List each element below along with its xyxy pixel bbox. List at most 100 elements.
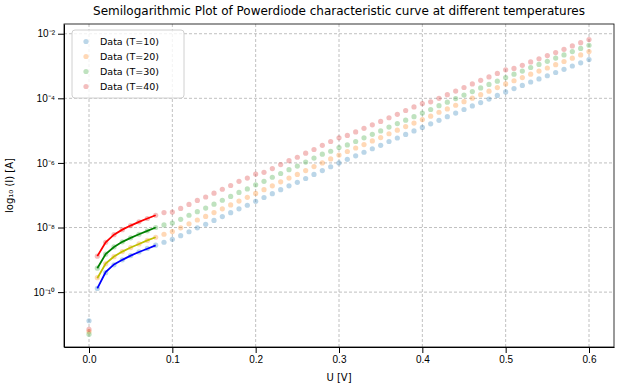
data-point	[411, 114, 416, 119]
data-point	[411, 128, 416, 133]
data-point	[428, 107, 433, 112]
x-tick-label: 0.0	[83, 354, 97, 365]
data-point	[253, 182, 258, 187]
data-point	[520, 63, 525, 68]
data-point	[461, 92, 466, 97]
fit-line	[97, 245, 155, 288]
data-point	[478, 78, 483, 83]
data-point	[578, 60, 583, 65]
data-point	[286, 183, 291, 188]
data-point	[336, 160, 341, 165]
data-point	[445, 100, 450, 105]
x-grid-line	[339, 24, 340, 347]
grid	[64, 24, 614, 347]
data-point	[320, 152, 325, 157]
data-point	[545, 59, 550, 64]
data-point	[520, 83, 525, 88]
data-point	[486, 89, 491, 94]
data-point	[228, 183, 233, 188]
data-point	[420, 101, 425, 106]
legend-label: Data (T=10)	[100, 36, 159, 47]
data-point	[178, 225, 183, 230]
x-tick-label: 0.3	[333, 354, 347, 365]
data-point	[186, 202, 191, 207]
data-point	[286, 175, 291, 180]
x-tick: 0.0	[83, 347, 97, 365]
data-point	[553, 62, 558, 67]
data-point	[561, 47, 566, 52]
x-axis-title: U [V]	[326, 372, 351, 383]
data-point	[403, 108, 408, 113]
data-point	[161, 222, 166, 227]
x-tick: 0.4	[416, 347, 430, 365]
data-point	[178, 233, 183, 238]
data-point	[270, 191, 275, 196]
data-point	[295, 172, 300, 177]
data-point	[295, 180, 300, 185]
data-point	[295, 163, 300, 168]
data-point	[420, 110, 425, 115]
data-point	[203, 214, 208, 219]
data-point	[270, 175, 275, 180]
data-point	[495, 93, 500, 98]
data-point	[453, 96, 458, 101]
data-point	[445, 92, 450, 97]
data-point	[303, 168, 308, 173]
data-point	[520, 68, 525, 73]
legend-marker	[83, 54, 88, 59]
data-point	[236, 206, 241, 211]
x-tick-label: 0.4	[416, 354, 430, 365]
data-point	[211, 210, 216, 215]
data-point	[328, 149, 333, 154]
data-point	[536, 56, 541, 61]
data-point	[478, 92, 483, 97]
y-tick-mark	[58, 163, 64, 164]
x-tick-mark	[89, 347, 90, 353]
data-point	[561, 67, 566, 72]
title: Semilogarithmic Plot of Powerdiode chara…	[93, 4, 585, 18]
y-tick-label: 10⁻⁴	[37, 93, 55, 104]
data-point	[286, 167, 291, 172]
data-point	[570, 43, 575, 48]
data-point	[311, 172, 316, 177]
data-point	[495, 85, 500, 90]
x-axis: 0.00.10.20.30.40.50.6	[65, 347, 615, 365]
data-point	[186, 213, 191, 218]
data-point	[461, 99, 466, 104]
data-point	[445, 114, 450, 119]
data-point	[345, 157, 350, 162]
x-grid-line	[422, 24, 423, 347]
data-point	[186, 229, 191, 234]
data-point	[545, 65, 550, 70]
data-point	[303, 151, 308, 156]
data-point	[395, 112, 400, 117]
y-tick: 10⁻²	[38, 28, 64, 39]
data-point	[378, 119, 383, 124]
y-tick-label: 10⁻⁸	[37, 222, 55, 233]
data-point	[486, 74, 491, 79]
data-point	[528, 72, 533, 77]
data-point	[553, 70, 558, 75]
data-point	[86, 332, 91, 337]
x-tick: 0.5	[499, 347, 513, 365]
data-point	[578, 46, 583, 51]
data-point	[586, 37, 591, 42]
y-tick: 10⁻¹⁰	[34, 287, 64, 298]
data-point	[270, 166, 275, 171]
x-tick-mark	[422, 347, 423, 353]
data-point	[495, 71, 500, 76]
data-point	[503, 89, 508, 94]
data-point	[236, 198, 241, 203]
x-tick-mark	[256, 347, 257, 353]
x-tick: 0.6	[583, 347, 597, 365]
data-point	[561, 52, 566, 57]
data-point	[411, 120, 416, 125]
data-point	[170, 229, 175, 234]
y-tick-mark	[58, 292, 64, 293]
legend-marker	[83, 84, 88, 89]
data-point	[553, 55, 558, 60]
fit-line	[97, 228, 155, 269]
data-point	[520, 75, 525, 80]
data-point	[236, 190, 241, 195]
data-point	[278, 187, 283, 192]
